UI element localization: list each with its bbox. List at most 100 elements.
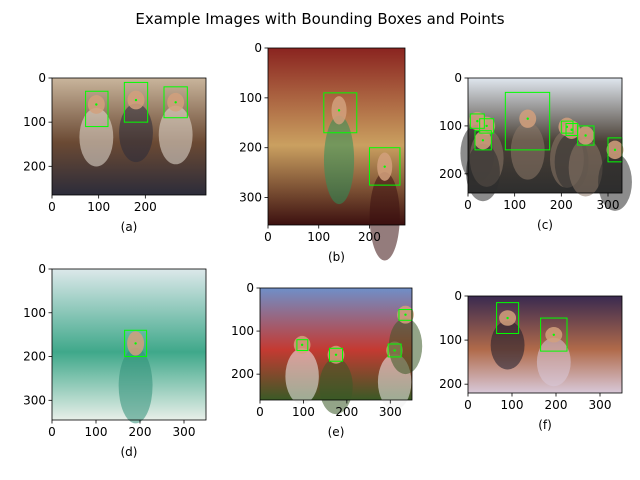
panel-label: (e) [328,425,345,439]
x-tick-label: 100 [501,398,524,412]
figure-silhouette [536,337,571,387]
y-tick-label: 0 [454,71,462,85]
panel-6: 0 100 200 300 0 100 200 (f) [439,289,623,432]
x-tick-label: 100 [85,425,108,439]
bounding-box [163,86,188,119]
panel-5: 0 100 200 300 0 100 200 (e) [231,281,423,439]
y-tick-label: 200 [439,377,462,391]
bounding-box [85,90,109,128]
keypoint [552,333,555,336]
bounding-box [496,302,520,334]
y-tick-label: 0 [38,262,46,276]
bounding-box [540,317,568,352]
panel-4: 0 100 200 300 0 100 200 300 (d) [23,262,207,459]
bounding-box [387,343,402,358]
x-tick-label: 300 [379,405,402,419]
y-tick-label: 300 [23,393,46,407]
x-tick-label: 100 [87,200,110,214]
y-tick-label: 100 [239,91,262,105]
y-tick-label: 300 [239,191,262,205]
y-tick-label: 200 [23,159,46,173]
figure-silhouette [323,115,355,205]
x-tick-label: 200 [545,398,568,412]
x-tick-label: 0 [48,425,56,439]
keypoint [134,342,137,345]
figure-silhouette [158,105,193,165]
x-tick-label: 0 [256,405,264,419]
keypoint [613,148,617,152]
figure-silhouette [568,138,603,197]
y-tick-label: 100 [231,324,254,338]
bounding-box [479,118,495,134]
axes-frame [267,47,406,226]
bounding-box [577,125,595,146]
x-tick-label: 100 [503,198,526,212]
figure-silhouette [119,103,153,163]
axes-frame [467,295,623,394]
keypoint [506,316,509,320]
keypoint [485,124,488,128]
bounding-box [368,147,401,186]
y-tick-label: 200 [231,367,254,381]
x-tick-label: 200 [134,200,157,214]
y-tick-label: 0 [454,289,462,303]
y-tick-label: 200 [23,350,46,364]
keypoint [95,103,98,106]
bounding-box [323,92,358,134]
axes-frame [51,268,207,421]
figure-silhouette [465,143,500,202]
keypoint [584,134,587,137]
panel-label: (b) [328,250,345,264]
keypoint [334,353,338,356]
panel-1: 0 100 200 0 100 200 (a) [23,71,207,234]
figure-silhouette [388,318,423,375]
figure-silhouette [369,171,400,261]
x-tick-label: 0 [48,200,56,214]
panel-label: (c) [537,218,553,232]
figure-silhouette [285,348,319,405]
x-tick-label: 200 [129,425,152,439]
keypoint [481,139,485,142]
x-tick-label: 200 [550,198,573,212]
axes-frame [467,77,623,194]
keypoint [526,117,529,120]
x-tick-label: 0 [464,198,472,212]
bounding-box [123,81,149,123]
keypoint [565,125,569,129]
x-tick-label: 300 [597,198,620,212]
bounding-box [560,120,574,134]
keypoint [134,98,138,102]
figure-silhouette [598,153,632,211]
panel-3: 0 100 200 300 0 100 200 (c) [439,71,632,232]
y-tick-label: 200 [439,167,462,181]
bounding-box [124,329,148,358]
panel-2: 0 100 200 0 100 200 300 (b) [239,41,406,264]
keypoint [570,128,573,131]
x-tick-label: 100 [292,405,315,419]
x-tick-label: 0 [464,398,472,412]
figure-silhouette [510,122,545,180]
x-tick-label: 300 [173,425,196,439]
keypoint [393,349,396,352]
x-tick-label: 200 [358,230,381,244]
y-tick-label: 0 [246,281,254,295]
bounding-box [474,130,492,151]
keypoint [404,313,407,316]
bounding-box [469,113,485,129]
keypoint [300,343,304,347]
x-tick-label: 0 [264,230,272,244]
figure-silhouette [490,320,525,370]
figure-title: Example Images with Bounding Boxes and P… [135,10,504,28]
panel-label: (f) [538,418,552,432]
bounding-box [504,91,551,151]
y-tick-label: 100 [439,333,462,347]
x-tick-label: 200 [335,405,358,419]
bounding-box [328,347,344,362]
y-tick-label: 0 [38,71,46,85]
keypoint [383,165,386,168]
axes-frame [259,287,413,401]
x-tick-label: 300 [589,398,612,412]
panel-label: (a) [121,220,138,234]
